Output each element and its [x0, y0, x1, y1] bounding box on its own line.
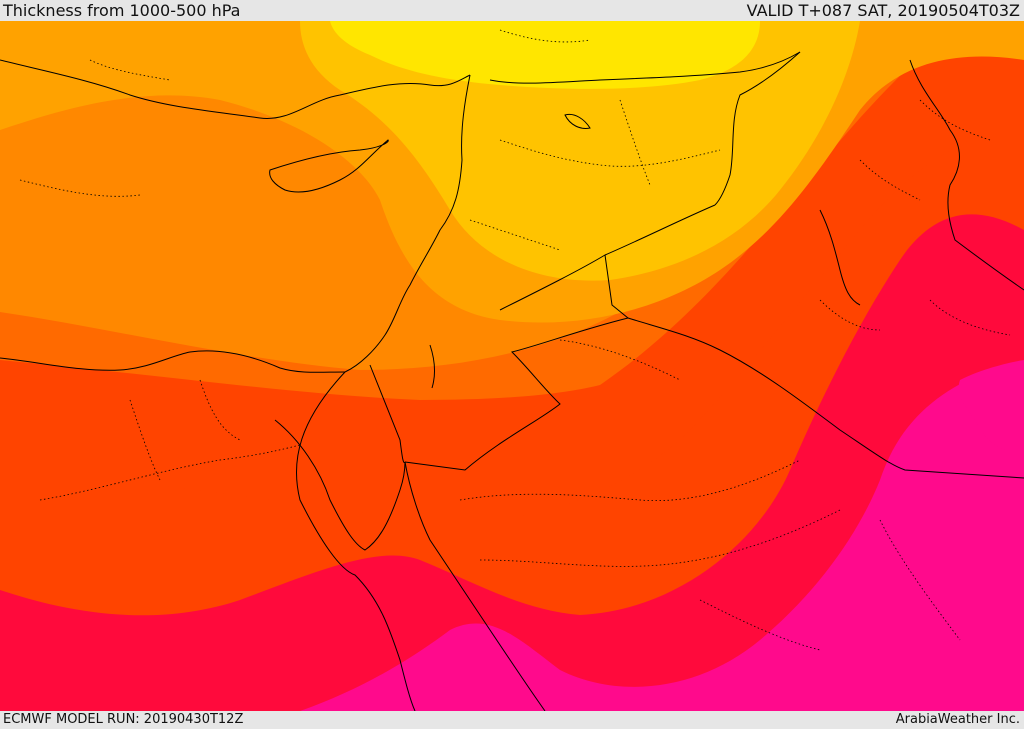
egypt-coast	[0, 350, 346, 373]
credit-label: ArabiaWeather Inc.	[895, 712, 1020, 727]
turkey-syria-border	[489, 51, 801, 84]
aqaba-saudi-coast	[404, 461, 546, 711]
country-borders	[0, 51, 1024, 711]
iraq-saudi-border	[627, 317, 1024, 479]
sinai-coast	[274, 419, 406, 551]
lake-assad	[564, 113, 591, 129]
iran-iraq-border	[909, 59, 1024, 291]
syria-iraq-border	[714, 51, 801, 206]
levant-coast	[344, 74, 471, 373]
header-bar: Thickness from 1000-500 hPa VALID T+087 …	[0, 0, 1024, 21]
jordan-saudi-border	[404, 254, 630, 471]
footer-bar: ECMWF MODEL RUN: 20190430T12Z ArabiaWeat…	[0, 711, 1024, 729]
thickness-map[interactable]	[0, 21, 1024, 711]
band-1	[330, 21, 760, 89]
dead-sea	[429, 344, 435, 389]
band-7	[0, 214, 1024, 711]
band-8-east	[958, 360, 1024, 451]
israel-egypt-border	[369, 364, 406, 464]
gulf-coast	[819, 209, 861, 306]
map-title: Thickness from 1000-500 hPa	[3, 1, 241, 20]
turkey-coast	[0, 59, 471, 119]
valid-time: VALID T+087 SAT, 20190504T03Z	[746, 1, 1020, 20]
band-8	[300, 365, 1024, 711]
model-run-label: ECMWF MODEL RUN: 20190430T12Z	[3, 712, 244, 727]
cyprus	[269, 139, 389, 193]
internal-borders	[19, 29, 1011, 651]
